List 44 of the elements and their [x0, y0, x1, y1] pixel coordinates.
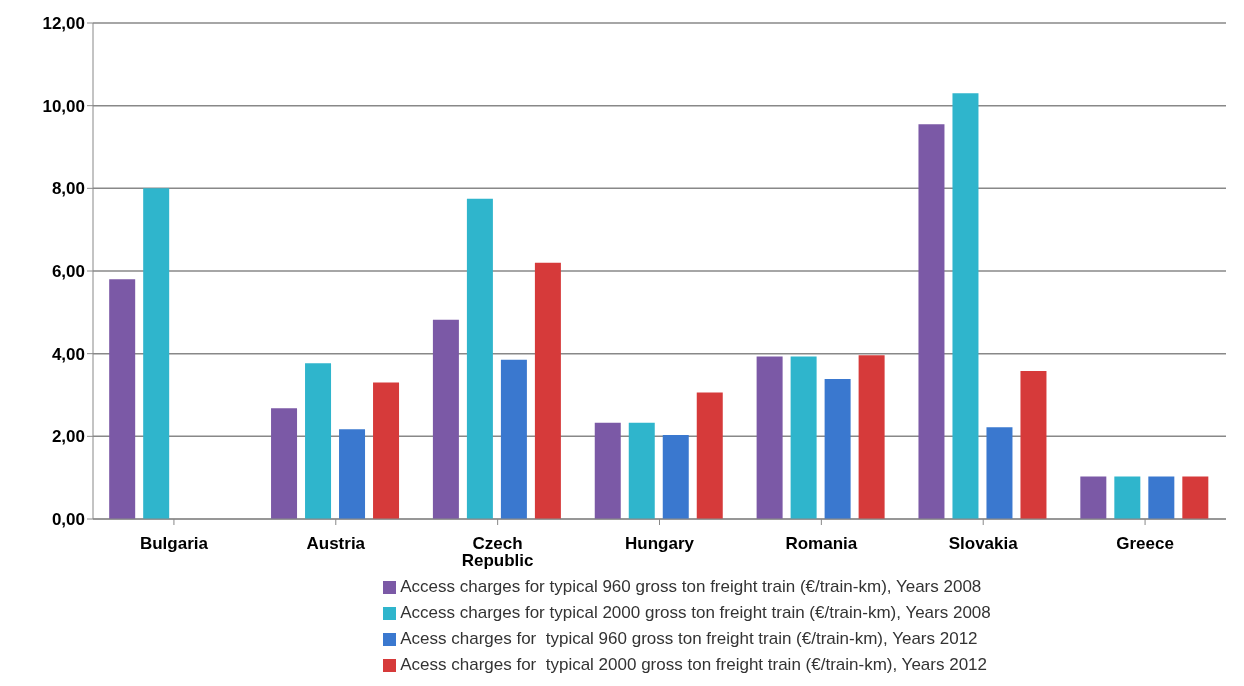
bar [339, 429, 366, 519]
legend-label: Access charges for typical 960 gross ton freight train (€/train-km), Years 2008 [400, 577, 982, 596]
x-tick-label: Austria [306, 534, 366, 554]
y-tick-label: 8,00 [51, 179, 85, 199]
bar [628, 422, 655, 519]
x-tick-label: Hungary [625, 534, 695, 554]
bar [918, 124, 945, 519]
bar [432, 319, 459, 519]
bar [858, 355, 885, 519]
bar [1182, 476, 1209, 519]
bar [373, 382, 400, 519]
x-tick-label: Bulgaria [139, 534, 209, 554]
bar [756, 356, 783, 519]
x-tick-label: Slovakia [948, 534, 1019, 554]
bar [534, 262, 561, 519]
bar [305, 363, 332, 519]
bar [500, 359, 527, 519]
bar [271, 408, 298, 519]
bar [824, 378, 851, 519]
bar [1080, 476, 1107, 519]
bar [109, 279, 136, 519]
y-tick-label: 0,00 [51, 510, 85, 530]
bar [1148, 476, 1175, 519]
legend-label: Acess charges for typical 960 gross ton freight train (€/train-km), Years 2012 [400, 629, 978, 648]
bar [1114, 476, 1141, 519]
x-tick-label: Greece [1116, 534, 1174, 554]
bar [662, 435, 689, 519]
y-tick-label: 12,00 [42, 14, 85, 34]
x-tick-label: Czech Republic [461, 534, 534, 571]
bar [952, 93, 979, 519]
x-tick-label: Romania [785, 534, 858, 554]
legend-label: Access charges for typical 2000 gross ton freight train (€/train-km), Years 2008 [400, 603, 991, 622]
bar [790, 356, 817, 519]
bar [143, 188, 170, 519]
y-tick-label: 6,00 [51, 262, 85, 282]
y-tick-label: 4,00 [51, 344, 85, 364]
bar [696, 392, 723, 519]
legend-label: Acess charges for typical 2000 gross ton freight train (€/train-km), Years 2012 [400, 655, 987, 674]
bar [986, 427, 1013, 519]
bar [466, 198, 493, 519]
bar [594, 422, 621, 519]
bar [1020, 371, 1047, 519]
y-tick-label: 10,00 [42, 96, 85, 116]
y-tick-label: 2,00 [51, 427, 85, 447]
